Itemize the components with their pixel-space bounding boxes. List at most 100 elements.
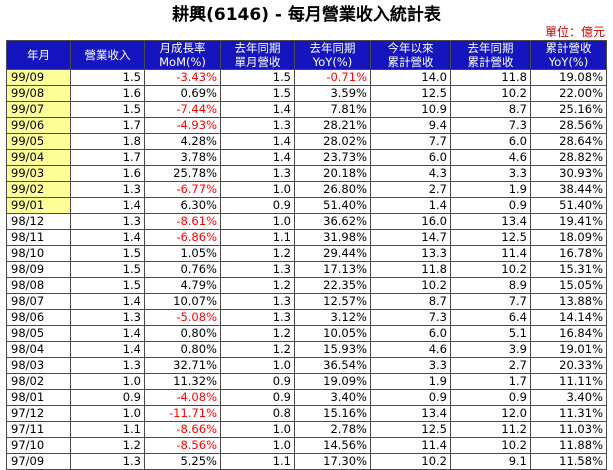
header-ytd-line2: 累計營收 — [387, 55, 434, 69]
header-yoy-line1: 去年同期 — [309, 41, 356, 56]
cell-ytd: 7.3 — [370, 309, 451, 326]
cell-yoy: 12.57% — [294, 293, 371, 310]
cell-mom: 6.30% — [144, 197, 221, 214]
cell-month: 97/09 — [6, 453, 71, 470]
cell-ly-ytd: 6.0 — [450, 133, 531, 150]
cell-ytd-yoy: 28.64% — [530, 133, 607, 150]
header-mom-line2: MoM(%) — [159, 55, 206, 69]
cell-mom: 11.32% — [144, 373, 221, 390]
table-header: 年月 營業收入 月成長率 MoM(%) 去年同期 單月營收 去年同期 YoY(%… — [6, 40, 607, 70]
cell-month: 99/09 — [6, 69, 71, 86]
cell-month: 98/12 — [6, 213, 71, 230]
table-row: 98/01 0.9 -4.08% 0.9 3.40% 0.9 0.9 3.40% — [6, 389, 607, 406]
cell-ytd-yoy: 11.88% — [530, 437, 607, 454]
cell-ytd-yoy: 16.84% — [530, 325, 607, 342]
cell-mom: 0.76% — [144, 261, 221, 278]
cell-yoy: 3.59% — [294, 85, 371, 102]
cell-ytd: 4.3 — [370, 165, 451, 182]
cell-revenue: 1.6 — [70, 85, 145, 102]
header-ly-ytd: 去年同期 累計營收 — [450, 40, 531, 70]
cell-mom: -7.44% — [144, 101, 221, 118]
cell-yoy: 15.93% — [294, 341, 371, 358]
cell-ytd: 10.9 — [370, 101, 451, 118]
cell-mom: 0.69% — [144, 85, 221, 102]
cell-ly-month: 1.4 — [220, 101, 295, 118]
cell-revenue: 1.4 — [70, 341, 145, 358]
cell-ytd: 4.6 — [370, 341, 451, 358]
cell-ly-ytd: 0.9 — [450, 197, 531, 214]
cell-month: 98/01 — [6, 389, 71, 406]
cell-revenue: 1.5 — [70, 245, 145, 262]
cell-ytd-yoy: 14.14% — [530, 309, 607, 326]
cell-ly-ytd: 8.7 — [450, 101, 531, 118]
cell-ytd: 3.3 — [370, 357, 451, 374]
cell-ly-month: 1.3 — [220, 293, 295, 310]
cell-yoy: 14.56% — [294, 437, 371, 454]
cell-ly-month: 1.2 — [220, 277, 295, 294]
table-row: 98/08 1.5 4.79% 1.2 22.35% 10.2 8.9 15.05% — [6, 277, 607, 294]
cell-ly-ytd: 12.0 — [450, 405, 531, 422]
header-yoy-line2: YoY(%) — [312, 55, 353, 69]
cell-month: 98/05 — [6, 325, 71, 342]
header-ytd-yoy: 累計營收 YoY(%) — [530, 40, 607, 70]
cell-revenue: 1.3 — [70, 357, 145, 374]
cell-month: 98/08 — [6, 277, 71, 294]
cell-ytd: 7.7 — [370, 133, 451, 150]
cell-yoy: 17.13% — [294, 261, 371, 278]
cell-ytd: 14.0 — [370, 69, 451, 86]
cell-ytd-yoy: 19.41% — [530, 213, 607, 230]
cell-ytd-yoy: 18.09% — [530, 229, 607, 246]
cell-mom: -5.08% — [144, 309, 221, 326]
cell-ytd-yoy: 25.16% — [530, 101, 607, 118]
header-ytd-yoy-line1: 累計營收 — [545, 41, 592, 56]
cell-month: 98/10 — [6, 245, 71, 262]
cell-ytd: 6.0 — [370, 325, 451, 342]
cell-revenue: 1.4 — [70, 197, 145, 214]
cell-ly-ytd: 10.2 — [450, 85, 531, 102]
cell-ytd: 11.8 — [370, 261, 451, 278]
cell-ytd: 11.4 — [370, 437, 451, 454]
cell-month: 99/03 — [6, 165, 71, 182]
cell-month: 98/11 — [6, 229, 71, 246]
cell-revenue: 1.0 — [70, 373, 145, 390]
cell-mom: -6.77% — [144, 181, 221, 198]
cell-ly-ytd: 8.9 — [450, 277, 531, 294]
cell-ytd: 13.3 — [370, 245, 451, 262]
cell-month: 98/04 — [6, 341, 71, 358]
cell-ytd-yoy: 28.56% — [530, 117, 607, 134]
cell-ytd: 10.2 — [370, 453, 451, 470]
cell-ytd-yoy: 15.05% — [530, 277, 607, 294]
cell-revenue: 1.3 — [70, 181, 145, 198]
cell-ytd-yoy: 19.08% — [530, 69, 607, 86]
cell-ly-month: 1.5 — [220, 69, 295, 86]
table-row: 97/09 1.3 5.25% 1.1 17.30% 10.2 9.1 11.58% — [6, 453, 607, 470]
cell-ly-month: 1.2 — [220, 245, 295, 262]
cell-month: 97/10 — [6, 437, 71, 454]
cell-revenue: 1.5 — [70, 277, 145, 294]
cell-ly-ytd: 1.9 — [450, 181, 531, 198]
cell-ytd: 10.2 — [370, 277, 451, 294]
table-row: 97/11 1.1 -8.66% 1.0 2.78% 12.5 11.2 11.03% — [6, 421, 607, 438]
cell-ly-month: 1.0 — [220, 421, 295, 438]
unit-label: 單位：億元 — [544, 25, 605, 39]
cell-ytd: 14.7 — [370, 229, 451, 246]
header-ly-month-line1: 去年同期 — [234, 41, 281, 56]
header-month-label: 年月 — [27, 48, 50, 62]
cell-mom: -4.93% — [144, 117, 221, 134]
header-ly-ytd-line2: 累計營收 — [467, 55, 514, 69]
cell-ly-month: 1.1 — [220, 453, 295, 470]
cell-ly-month: 1.3 — [220, 309, 295, 326]
cell-revenue: 1.4 — [70, 325, 145, 342]
table-row: 98/09 1.5 0.76% 1.3 17.13% 11.8 10.2 15.31% — [6, 261, 607, 278]
cell-ytd-yoy: 38.44% — [530, 181, 607, 198]
cell-yoy: 28.21% — [294, 117, 371, 134]
cell-ly-month: 1.0 — [220, 357, 295, 374]
cell-revenue: 1.7 — [70, 149, 145, 166]
cell-ly-ytd: 11.8 — [450, 69, 531, 86]
cell-month: 97/11 — [6, 421, 71, 438]
cell-ytd-yoy: 20.33% — [530, 357, 607, 374]
header-row: 年月 營業收入 月成長率 MoM(%) 去年同期 單月營收 去年同期 YoY(%… — [6, 40, 607, 70]
cell-ly-month: 1.3 — [220, 261, 295, 278]
cell-revenue: 1.5 — [70, 261, 145, 278]
header-ytd: 今年以來 累計營收 — [370, 40, 451, 70]
